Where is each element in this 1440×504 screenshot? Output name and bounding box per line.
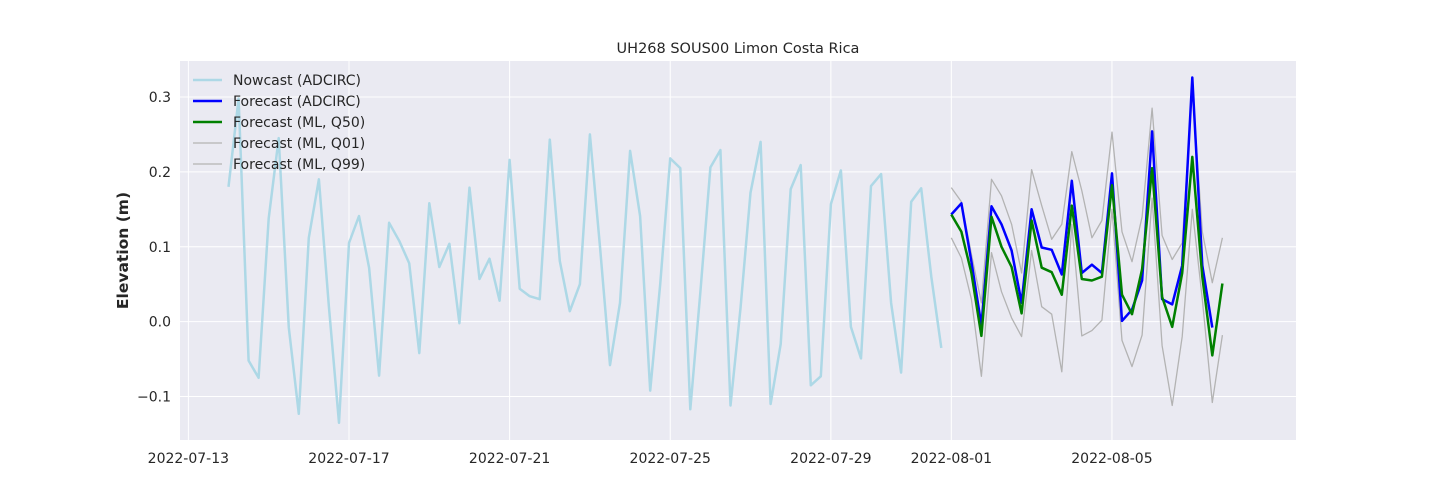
x-tick-label: 2022-07-17 bbox=[308, 451, 389, 467]
legend-label: Nowcast (ADCIRC) bbox=[233, 73, 361, 89]
x-tick-label: 2022-08-05 bbox=[1071, 451, 1152, 467]
series-line-nowcast-adcirc bbox=[227, 97, 943, 425]
legend-label: Forecast (ML, Q01) bbox=[233, 136, 365, 152]
y-tick-label: 0.0 bbox=[149, 315, 171, 331]
series-line-forecast-ml-q99 bbox=[950, 85, 1224, 304]
y-tick-label: 0.1 bbox=[149, 240, 171, 256]
x-tick-label: 2022-07-29 bbox=[790, 451, 871, 467]
x-tick-label: 2022-07-13 bbox=[148, 451, 229, 467]
legend: Nowcast (ADCIRC) Forecast (ADCIRC) Forecas… bbox=[193, 73, 365, 173]
chart-title: UH268 SOUS00 Limon Costa Rica bbox=[617, 41, 860, 57]
series-lines bbox=[227, 76, 1224, 425]
legend-label: Forecast (ML, Q50) bbox=[233, 115, 365, 131]
x-tick-label: 2022-07-25 bbox=[630, 451, 711, 467]
y-tick-label: −0.1 bbox=[137, 390, 171, 406]
y-tick-label: 0.3 bbox=[149, 90, 171, 106]
series-line-forecast-ml-q01 bbox=[950, 197, 1224, 407]
legend-label: Forecast (ML, Q99) bbox=[233, 157, 365, 173]
y-axis-label: Elevation (m) bbox=[114, 192, 132, 309]
series-line-forecast-ml-q50 bbox=[950, 155, 1224, 357]
x-tick-label: 2022-07-21 bbox=[469, 451, 550, 467]
legend-label: Forecast (ADCIRC) bbox=[233, 94, 361, 110]
y-tick-label: 0.2 bbox=[149, 165, 171, 181]
x-tick-label: 2022-08-01 bbox=[911, 451, 992, 467]
y-axis-ticks: −0.1 0.0 0.1 0.2 0.3 bbox=[137, 90, 171, 406]
x-axis-ticks: 2022-07-13 2022-07-17 2022-07-21 2022-07-25… bbox=[148, 451, 1153, 467]
